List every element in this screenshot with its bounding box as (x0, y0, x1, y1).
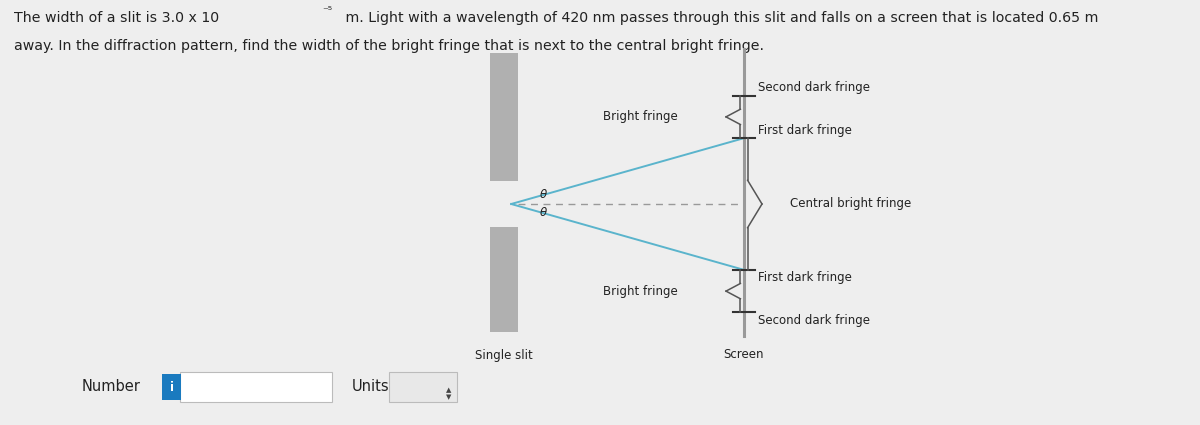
Text: Central bright fringe: Central bright fringe (790, 198, 911, 210)
Text: away. In the diffraction pattern, find the width of the bright fringe that is ne: away. In the diffraction pattern, find t… (14, 39, 764, 53)
Text: Bright fringe: Bright fringe (604, 285, 678, 297)
Text: m. Light with a wavelength of 420 nm passes through this slit and falls on a scr: m. Light with a wavelength of 420 nm pas… (341, 11, 1099, 25)
Bar (490, 53, 518, 181)
Text: θ: θ (540, 187, 547, 201)
Text: First dark fringe: First dark fringe (758, 271, 852, 284)
Text: i: i (169, 381, 174, 394)
Text: Second dark fringe: Second dark fringe (758, 81, 870, 94)
Text: Units: Units (352, 379, 389, 394)
Text: ▲: ▲ (446, 387, 451, 393)
Bar (162, 374, 181, 400)
Text: θ: θ (540, 206, 547, 219)
Text: Bright fringe: Bright fringe (604, 110, 678, 123)
FancyBboxPatch shape (389, 372, 457, 402)
Text: Single slit: Single slit (475, 348, 533, 362)
Text: Number: Number (82, 379, 140, 394)
Text: The width of a slit is 3.0 x 10: The width of a slit is 3.0 x 10 (14, 11, 220, 25)
Text: First dark fringe: First dark fringe (758, 124, 852, 137)
Text: Screen: Screen (724, 348, 764, 362)
FancyBboxPatch shape (180, 372, 332, 402)
Bar (490, 227, 518, 332)
Text: Second dark fringe: Second dark fringe (758, 314, 870, 327)
Text: ⁻⁵: ⁻⁵ (323, 6, 332, 17)
Text: ▼: ▼ (446, 394, 451, 400)
